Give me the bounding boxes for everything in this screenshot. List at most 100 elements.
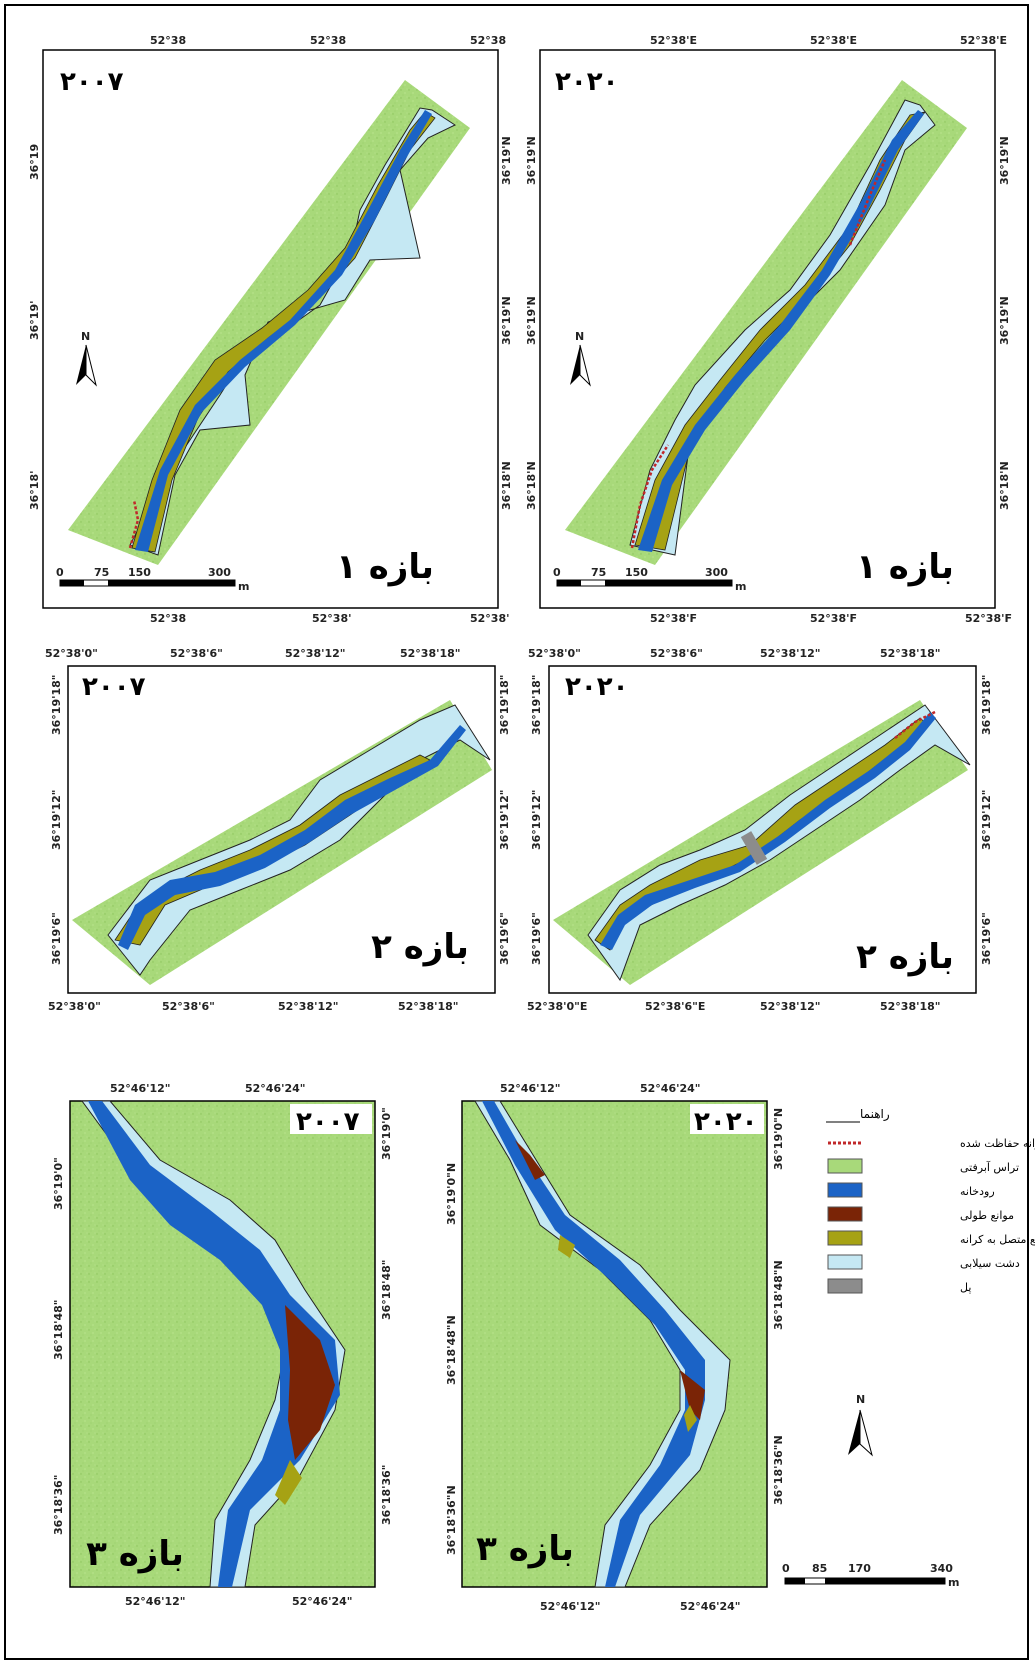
- right-tick-label: 36°18'N: [998, 461, 1011, 510]
- left-tick-label: 36°19'12": [530, 789, 543, 850]
- left-tick-label: 36°18': [28, 471, 41, 510]
- map-reach2-2020: [548, 665, 977, 994]
- map-reach1-2007: [42, 49, 499, 609]
- scale-label: 150: [128, 566, 151, 579]
- top-tick-label: 52°46'12": [110, 1082, 171, 1095]
- bank-bar-area: [558, 1235, 575, 1258]
- left-tick-label: 36°19: [28, 144, 41, 180]
- right-tick-label: 36°19'18": [980, 674, 993, 735]
- right-tick-label: 36°19'0": [380, 1107, 393, 1160]
- bridge-area: [740, 831, 768, 865]
- protected-bank-line: [894, 710, 936, 739]
- legend-swatch: [827, 1182, 863, 1198]
- map-reach3-2007: [69, 1100, 376, 1588]
- scale-label: 170: [848, 1562, 871, 1575]
- map-reach1-2020: [539, 49, 996, 609]
- map-reach3-2020: [461, 1100, 768, 1588]
- reach-label: بازه ۳: [86, 1534, 184, 1574]
- left-tick-label: 36°19'6": [50, 912, 63, 965]
- left-tick-label: 36°19'12": [50, 789, 63, 850]
- year-label: ۲۰۰۷: [296, 1107, 360, 1137]
- long-bar-area: [285, 1305, 335, 1460]
- protected-bank-line: [848, 159, 887, 246]
- bottom-tick-label: 52°38'18": [880, 1000, 941, 1013]
- legend: راهنما کرانه حفاظت شده تراس آبرفتی رودخا…: [826, 1107, 1035, 1294]
- top-tick-label: 52°38'6": [170, 647, 223, 660]
- bottom-tick-label: 52°46'24": [680, 1600, 741, 1613]
- top-tick-label: 52°38'6": [650, 647, 703, 660]
- top-tick-label: 52°46'12": [500, 1082, 561, 1095]
- bottom-tick-label: 52°38': [312, 612, 351, 625]
- right-tick-label: 36°18'36"N: [772, 1435, 785, 1505]
- north-arrow-icon: [848, 1409, 873, 1457]
- reach-label: بازه ۱: [856, 547, 954, 587]
- right-tick-label: 36°19'6": [980, 912, 993, 965]
- right-tick-label: 36°18'N: [500, 461, 513, 510]
- legend-swatch: [827, 1230, 863, 1246]
- legend-label: پل: [960, 1281, 971, 1294]
- bottom-tick-label: 52°38'18": [398, 1000, 459, 1013]
- year-label-box: [690, 1104, 764, 1134]
- left-tick-label: 36°19'0"N: [445, 1163, 458, 1225]
- top-tick-label: 52°38: [310, 34, 346, 47]
- legend-item: موانع متصل به کرانه: [827, 1230, 1035, 1246]
- legend-label: رودخانه: [960, 1185, 995, 1198]
- scale-bar: 0 75 150 300 m: [553, 566, 746, 593]
- map-frame: [461, 1100, 768, 1588]
- left-tick-label: 36°18'48"N: [445, 1315, 458, 1385]
- year-label: ۲۰۰۷: [82, 672, 146, 702]
- north-label: N: [575, 330, 584, 343]
- left-tick-label: 36°18'N: [525, 461, 538, 510]
- scale-label: 340: [930, 1562, 953, 1575]
- left-tick-label: 36°19': [28, 301, 41, 340]
- left-tick-label: 36°19'N: [525, 296, 538, 345]
- left-tick-label: 36°19'18": [50, 674, 63, 735]
- scale-unit: m: [735, 580, 746, 593]
- legend-item: موانع طولی: [827, 1206, 1014, 1222]
- bottom-tick-label: 52°46'12": [540, 1600, 601, 1613]
- scale-unit: m: [238, 580, 249, 593]
- legend-item: پل: [827, 1278, 971, 1294]
- bottom-tick-label: 52°38'F: [810, 612, 857, 625]
- legend-label: موانع طولی: [960, 1209, 1014, 1222]
- protected-bank-line: [128, 499, 140, 549]
- river-channel: [638, 110, 924, 552]
- river-channel: [118, 725, 466, 950]
- scale-label: 75: [591, 566, 606, 579]
- left-tick-label: 36°19'6": [530, 912, 543, 965]
- right-tick-label: 36°18'36": [380, 1464, 393, 1525]
- legend-item: دشت سیلابی: [827, 1254, 1020, 1270]
- left-tick-label: 36°18'48": [52, 1299, 65, 1360]
- legend-item: تراس آبرفتی: [827, 1158, 1019, 1174]
- scale-label: 75: [94, 566, 109, 579]
- bottom-tick-label: 52°38: [150, 612, 186, 625]
- north-label: N: [856, 1393, 865, 1406]
- top-tick-label: 52°46'24": [245, 1082, 306, 1095]
- top-tick-label: 52°38'E: [960, 34, 1007, 47]
- bottom-tick-label: 52°38'6"E: [645, 1000, 705, 1013]
- left-tick-label: 36°19'0": [52, 1157, 65, 1210]
- legend-swatch: [827, 1158, 863, 1174]
- bottom-tick-label: 52°38'12": [760, 1000, 821, 1013]
- reach-label: بازه ۲: [856, 937, 954, 977]
- legend-swatch: [827, 1278, 863, 1294]
- top-tick-label: 52°38: [150, 34, 186, 47]
- top-tick-label: 52°38'18": [400, 647, 461, 660]
- year-label: ۲۰۲۰: [555, 67, 618, 97]
- top-tick-label: 52°38'E: [810, 34, 857, 47]
- scale-label: 300: [705, 566, 728, 579]
- north-arrow-icon: [76, 344, 97, 387]
- reach-label: بازه ۳: [476, 1529, 574, 1569]
- right-tick-label: 36°19'N: [998, 136, 1011, 185]
- year-label: ۲۰۲۰: [694, 1107, 757, 1137]
- scale-label: 150: [625, 566, 648, 579]
- bank-bar-area: [275, 1460, 302, 1505]
- top-tick-label: 52°38'0": [528, 647, 581, 660]
- legend-item: رودخانه: [827, 1182, 995, 1198]
- bank-bar-area: [684, 1405, 697, 1432]
- left-tick-label: 36°19'N: [525, 136, 538, 185]
- right-tick-label: 36°19'0"N: [772, 1108, 785, 1170]
- year-label-box: [290, 1104, 372, 1134]
- map-reach2-2007: [67, 665, 496, 994]
